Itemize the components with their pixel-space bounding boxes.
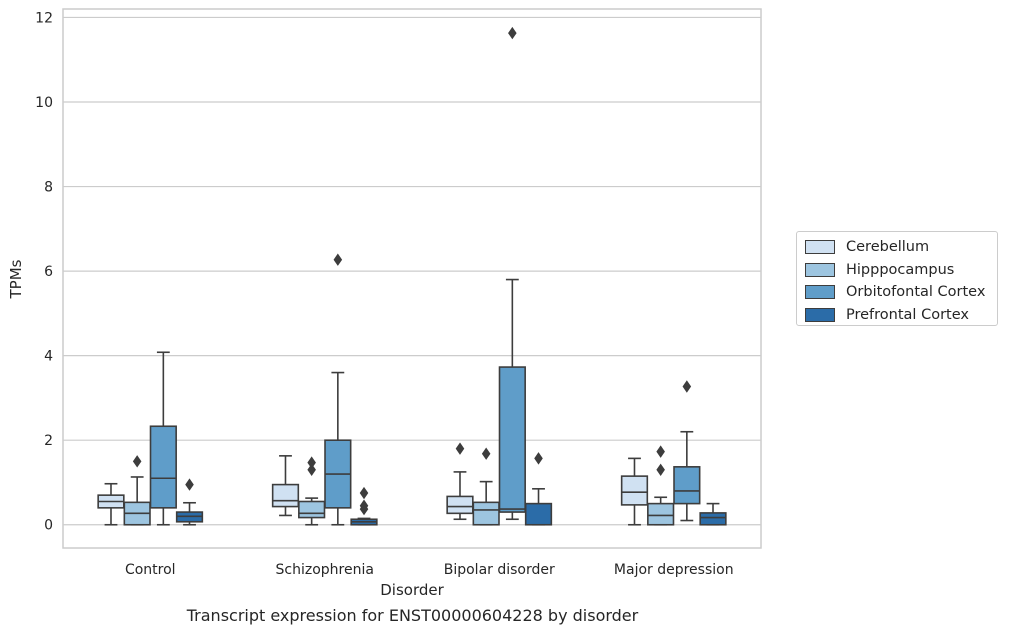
- y-tick-label: 10: [35, 95, 53, 111]
- gridlines: [63, 16, 761, 526]
- box-prefrontal-cortex: [175, 478, 204, 526]
- box-orbitofontal-cortex: [324, 253, 352, 526]
- box-orbitofontal-cortex: [149, 351, 177, 526]
- outlier-point: [359, 499, 369, 512]
- legend-item: Orbitofontal Cortex: [805, 281, 997, 304]
- outlier-point: [359, 486, 369, 500]
- outlier-point: [508, 26, 517, 40]
- outlier-point: [534, 452, 543, 465]
- box-iqr: [271, 483, 300, 508]
- y-tick-label: 0: [44, 518, 53, 534]
- box-iqr: [673, 466, 701, 505]
- legend-item: Hipppocampus: [805, 259, 997, 282]
- box-orbitofontal-cortex: [498, 26, 526, 521]
- x-axis-title: Disorder: [380, 581, 444, 599]
- legend-swatch: [805, 285, 835, 300]
- box-prefrontal-cortex: [524, 452, 553, 526]
- y-tick-label: 4: [44, 349, 53, 365]
- box-iqr: [647, 502, 675, 526]
- axes: 0 2 4 6 8 10 12 Control Schizophrenia Bipolar dis…: [35, 8, 762, 578]
- box-prefrontal-cortex: [350, 486, 378, 526]
- outlier-point: [185, 478, 194, 491]
- box-hipppocampus: [123, 455, 151, 526]
- legend-item: Prefrontal Cortex: [805, 304, 997, 327]
- box-hipppocampus: [647, 445, 675, 526]
- outlier-point: [132, 455, 142, 468]
- legend: Cerebellum Hipppocampus Orbitofontal Corte…: [796, 231, 998, 326]
- box-hipppocampus: [472, 447, 500, 526]
- x-tick-label: Schizophrenia: [276, 562, 374, 578]
- box-iqr: [699, 512, 727, 526]
- outlier-point: [481, 447, 491, 460]
- box-iqr: [446, 495, 474, 515]
- outlier-point: [307, 463, 316, 476]
- box-prefrontal-cortex: [699, 502, 727, 526]
- box-iqr: [620, 475, 649, 506]
- plot-frame: [62, 8, 762, 549]
- outlier-point: [307, 456, 316, 469]
- x-tick-label: Major depression: [614, 562, 734, 578]
- y-tick-label: 12: [35, 10, 53, 26]
- legend-label: Orbitofontal Cortex: [846, 284, 986, 301]
- box-iqr: [524, 502, 553, 526]
- y-tick-label: 6: [44, 264, 53, 280]
- box-iqr: [149, 425, 177, 509]
- legend-swatch: [805, 262, 835, 277]
- plot-marks: [97, 26, 727, 526]
- box-hipppocampus: [298, 456, 326, 526]
- box-iqr: [298, 500, 326, 519]
- y-tick-label: 8: [44, 180, 53, 196]
- chart-caption: Transcript expression for ENST0000060422…: [186, 606, 639, 625]
- box-cerebellum: [271, 455, 300, 517]
- box-iqr: [498, 366, 526, 513]
- legend-swatch: [805, 307, 835, 322]
- outlier-point: [656, 445, 665, 458]
- x-tick-label: Bipolar disorder: [444, 562, 555, 578]
- y-axis-title: TPMs: [7, 259, 25, 299]
- outlier-point: [333, 253, 343, 266]
- outlier-point: [682, 380, 692, 393]
- box-cerebellum: [97, 482, 125, 526]
- legend-label: Prefrontal Cortex: [846, 306, 969, 323]
- legend-swatch: [805, 240, 835, 255]
- outlier-point: [455, 442, 465, 455]
- box-iqr: [472, 501, 500, 526]
- legend-label: Cerebellum: [846, 239, 930, 256]
- outlier-point: [656, 463, 665, 476]
- box-cerebellum: [446, 442, 474, 521]
- box-orbitofontal-cortex: [673, 380, 701, 522]
- y-tick-label: 2: [44, 433, 53, 449]
- legend-item: Cerebellum: [805, 236, 997, 259]
- x-tick-label: Control: [125, 562, 176, 578]
- legend-label: Hipppocampus: [846, 261, 955, 278]
- box-cerebellum: [620, 457, 649, 526]
